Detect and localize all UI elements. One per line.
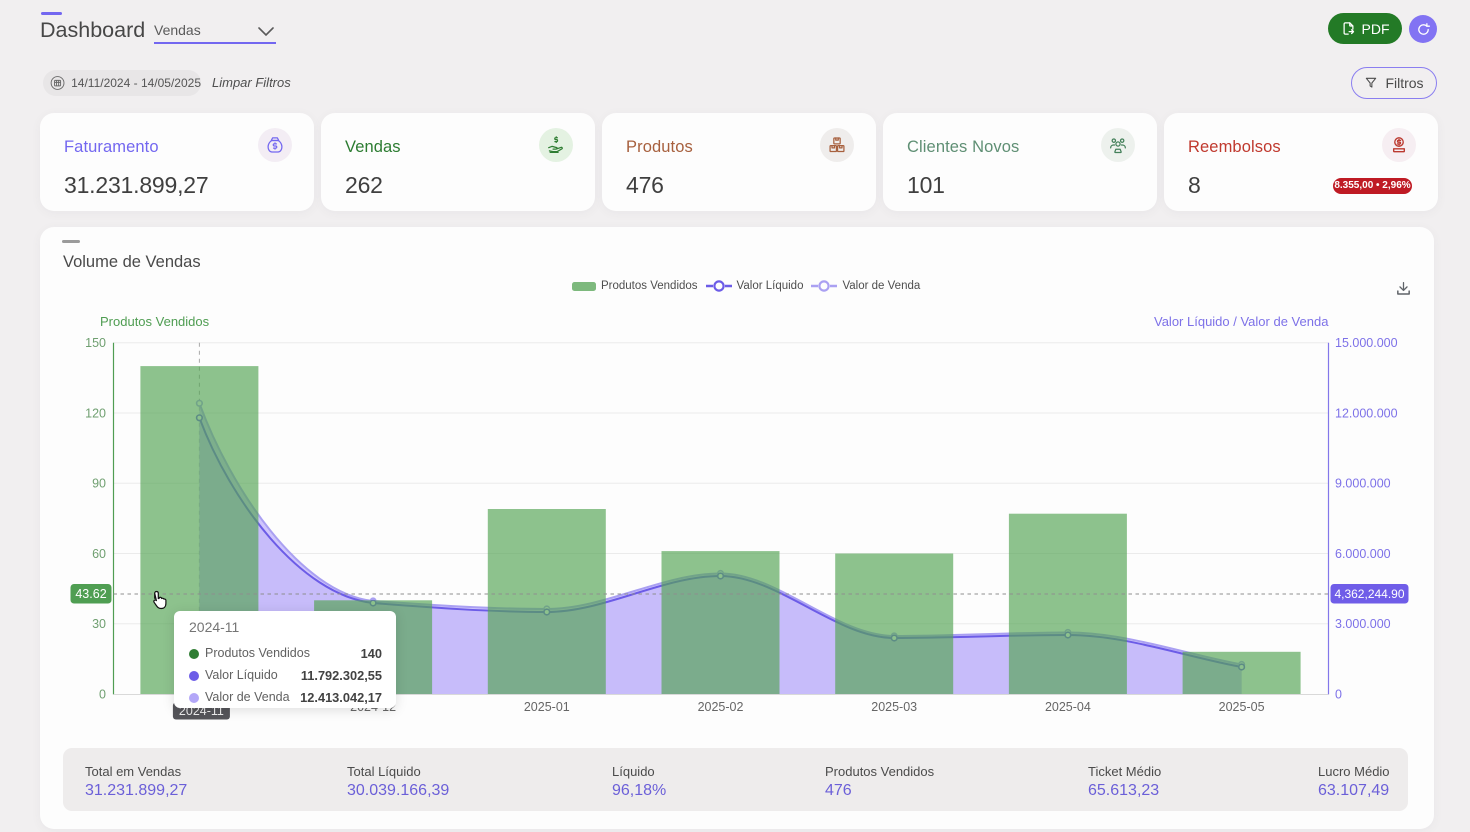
svg-text:2025-01: 2025-01 xyxy=(524,700,570,714)
svg-text:6.000.000: 6.000.000 xyxy=(1335,547,1391,561)
svg-text:0: 0 xyxy=(99,687,106,701)
svg-text:3.000.000: 3.000.000 xyxy=(1335,617,1391,631)
svg-text:60: 60 xyxy=(92,547,106,561)
svg-text:2025-04: 2025-04 xyxy=(1045,700,1091,714)
svg-text:150: 150 xyxy=(85,336,106,350)
svg-text:30: 30 xyxy=(92,617,106,631)
svg-text:9.000.000: 9.000.000 xyxy=(1335,477,1391,491)
svg-text:120: 120 xyxy=(85,406,106,420)
svg-text:2025-05: 2025-05 xyxy=(1219,700,1265,714)
svg-text:2025-03: 2025-03 xyxy=(871,700,917,714)
svg-text:2025-02: 2025-02 xyxy=(698,700,744,714)
svg-text:43.62: 43.62 xyxy=(75,587,106,601)
svg-text:15.000.000: 15.000.000 xyxy=(1335,336,1398,350)
svg-text:4,362,244.90: 4,362,244.90 xyxy=(1334,587,1404,601)
svg-text:90: 90 xyxy=(92,477,106,491)
svg-text:12.000.000: 12.000.000 xyxy=(1335,406,1398,420)
svg-text:0: 0 xyxy=(1335,687,1342,701)
